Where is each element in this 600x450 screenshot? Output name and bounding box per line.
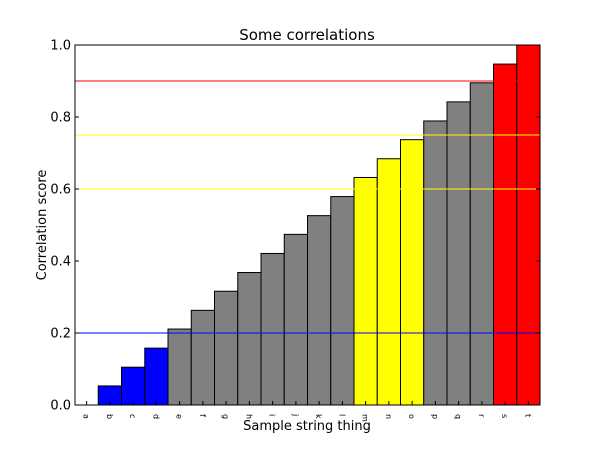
y-tick-label: 0.0 <box>50 399 71 414</box>
x-tick-label-i: i <box>268 414 277 416</box>
y-ticks-group: 0.0 0.2 0.4 0.6 0.8 1.0 <box>50 39 540 414</box>
y-tick-label: 0.4 <box>50 255 71 270</box>
x-tick-label-s: s <box>500 414 509 418</box>
bar-q <box>446 101 471 406</box>
y-tick-label: 1.0 <box>50 39 71 54</box>
x-ticks-group: a b c d e f g h i j k l m n o p q r s t <box>82 401 532 422</box>
x-tick-label-c: c <box>128 414 137 418</box>
bar-k <box>307 215 332 406</box>
x-tick-label-p: p <box>430 414 439 419</box>
x-tick-label-d: d <box>151 414 160 419</box>
bar-e <box>167 328 192 406</box>
bar-l <box>330 196 355 406</box>
y-tick-label: 0.8 <box>50 111 71 126</box>
x-tick-label-k: k <box>314 414 323 419</box>
bars-group <box>97 44 541 406</box>
bar-r <box>469 82 494 406</box>
x-axis-title: Sample string thing <box>243 419 371 434</box>
bar-c <box>121 366 146 406</box>
bar-h <box>237 272 262 406</box>
x-tick-label-m: m <box>361 414 370 422</box>
bar-p <box>423 120 448 406</box>
bar-j <box>283 233 308 406</box>
bar-m <box>353 176 378 406</box>
bar-n <box>376 158 401 406</box>
y-axis-title: Correlation score <box>35 170 50 281</box>
bar-o <box>400 139 425 406</box>
x-tick-label-e: e <box>175 414 184 419</box>
y-tick-label: 0.6 <box>50 183 71 198</box>
x-tick-label-b: b <box>105 414 114 419</box>
x-tick-label-f: f <box>198 414 207 417</box>
bar-d <box>144 347 169 406</box>
x-tick-label-h: h <box>244 414 253 419</box>
x-tick-label-o: o <box>407 414 416 419</box>
y-tick-label: 0.2 <box>50 327 71 342</box>
x-tick-label-j: j <box>291 413 300 416</box>
x-tick-label-q: q <box>454 414 463 419</box>
reference-lines-group <box>75 80 540 334</box>
x-tick-label-n: n <box>384 414 393 419</box>
bar-t <box>516 44 541 406</box>
axes-frame <box>74 44 541 406</box>
x-tick-label-t: t <box>523 414 532 417</box>
x-tick-label-l: l <box>337 414 346 416</box>
bar-s <box>493 63 518 406</box>
bar-g <box>214 290 239 406</box>
bar-f <box>190 309 215 406</box>
x-tick-label-g: g <box>221 414 230 419</box>
x-tick-label-a: a <box>82 414 91 419</box>
x-tick-label-r: r <box>477 414 486 418</box>
bar-i <box>260 252 285 406</box>
chart-title: Some correlations <box>239 26 375 44</box>
